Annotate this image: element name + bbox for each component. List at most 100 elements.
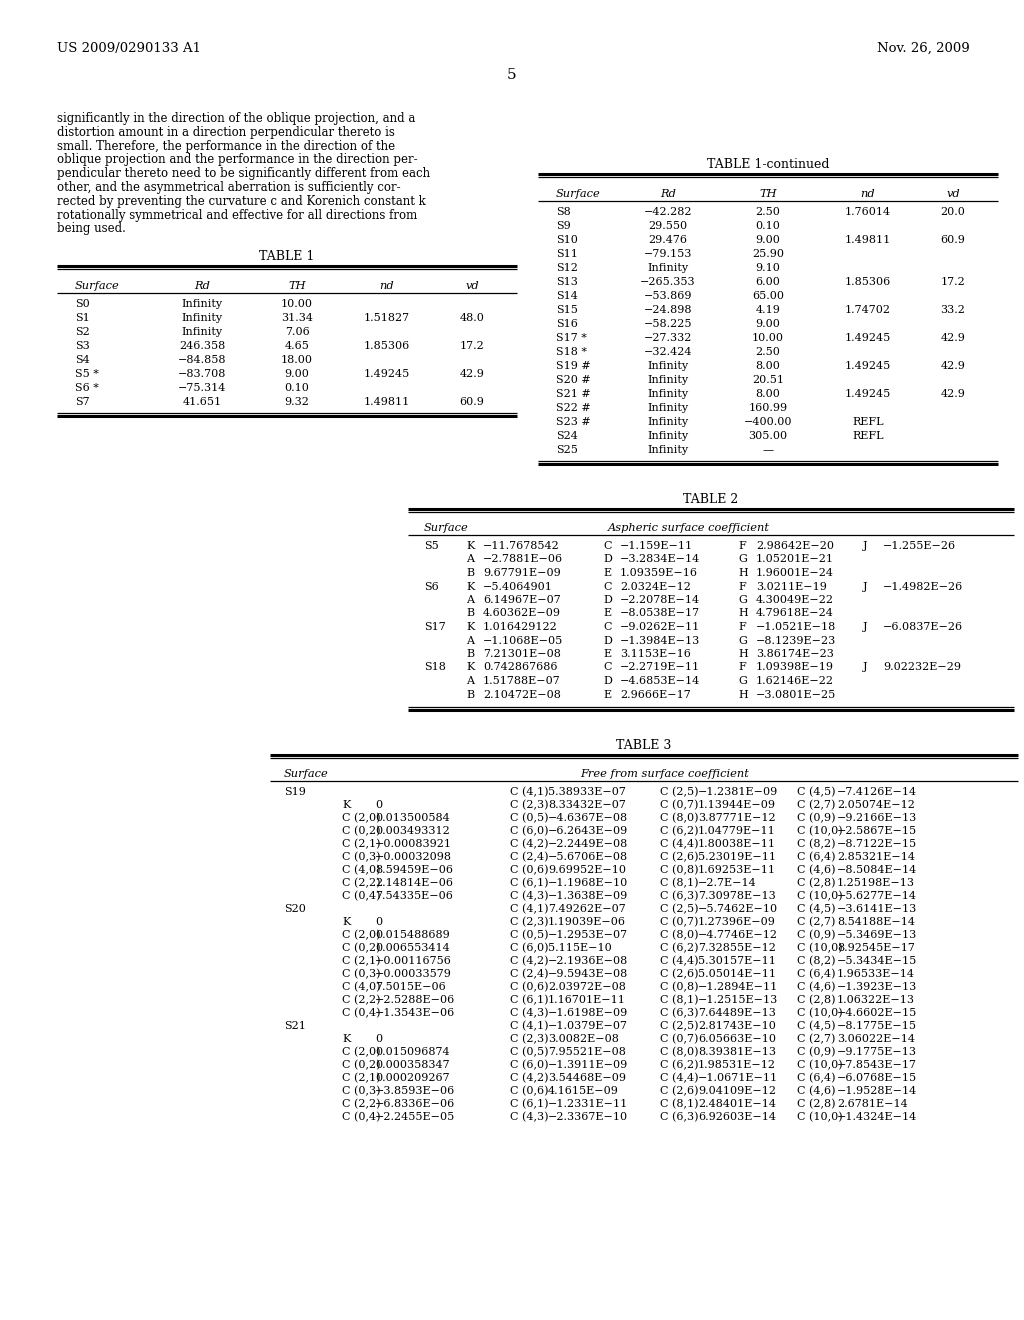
- Text: 1.98531E−12: 1.98531E−12: [698, 1060, 776, 1071]
- Text: Infinity: Infinity: [647, 417, 688, 426]
- Text: S4: S4: [75, 355, 90, 366]
- Text: 5.05014E−11: 5.05014E−11: [698, 969, 776, 979]
- Text: −1.9528E−14: −1.9528E−14: [837, 1086, 918, 1096]
- Text: −1.2953E−07: −1.2953E−07: [548, 931, 628, 940]
- Text: C (0,4): C (0,4): [342, 891, 381, 902]
- Text: −8.1239E−23: −8.1239E−23: [756, 635, 837, 645]
- Text: C (0,4): C (0,4): [342, 1111, 381, 1122]
- Text: G: G: [738, 635, 746, 645]
- Text: C (6,3): C (6,3): [660, 891, 698, 902]
- Text: 1.49245: 1.49245: [845, 333, 891, 343]
- Text: 31.34: 31.34: [281, 313, 313, 323]
- Text: H: H: [738, 649, 748, 659]
- Text: −9.5943E−08: −9.5943E−08: [548, 969, 629, 979]
- Text: 25.90: 25.90: [752, 249, 784, 259]
- Text: 3.0211E−19: 3.0211E−19: [756, 582, 826, 591]
- Text: C (4,6): C (4,6): [797, 982, 836, 993]
- Text: C (8,2): C (8,2): [797, 956, 836, 966]
- Text: 48.0: 48.0: [460, 313, 484, 323]
- Text: C (8,0): C (8,0): [660, 813, 698, 824]
- Text: C (6,2): C (6,2): [660, 942, 698, 953]
- Text: B: B: [466, 689, 474, 700]
- Text: Infinity: Infinity: [647, 432, 688, 441]
- Text: 60.9: 60.9: [460, 397, 484, 407]
- Text: −4.6367E−08: −4.6367E−08: [548, 813, 628, 822]
- Text: 8.92545E−17: 8.92545E−17: [837, 942, 914, 953]
- Text: 2.9666E−17: 2.9666E−17: [620, 689, 691, 700]
- Text: 2.0324E−12: 2.0324E−12: [620, 582, 691, 591]
- Text: C (10,0): C (10,0): [797, 1060, 843, 1071]
- Text: −5.6706E−08: −5.6706E−08: [548, 851, 628, 862]
- Text: C (0,9): C (0,9): [797, 1047, 836, 1057]
- Text: −1.1968E−10: −1.1968E−10: [548, 878, 629, 888]
- Text: −11.7678542: −11.7678542: [483, 541, 560, 550]
- Text: 1.49811: 1.49811: [364, 397, 411, 407]
- Text: C (0,2): C (0,2): [342, 826, 381, 837]
- Text: 7.21301E−08: 7.21301E−08: [483, 649, 561, 659]
- Text: C (6,1): C (6,1): [510, 1100, 549, 1109]
- Text: 2.50: 2.50: [756, 207, 780, 216]
- Text: 2.81743E−10: 2.81743E−10: [698, 1020, 776, 1031]
- Text: C (6,4): C (6,4): [797, 851, 836, 862]
- Text: −9.0262E−11: −9.0262E−11: [620, 622, 700, 632]
- Text: C (2,3): C (2,3): [510, 1034, 549, 1044]
- Text: 1.27396E−09: 1.27396E−09: [698, 917, 776, 927]
- Text: 2.98642E−20: 2.98642E−20: [756, 541, 834, 550]
- Text: F: F: [738, 663, 745, 672]
- Text: Aspheric surface coefficient: Aspheric surface coefficient: [608, 523, 770, 533]
- Text: pendicular thereto need to be significantly different from each: pendicular thereto need to be significan…: [57, 168, 430, 181]
- Text: 6.92603E−14: 6.92603E−14: [698, 1111, 776, 1122]
- Text: S7: S7: [75, 397, 90, 407]
- Text: 4.79618E−24: 4.79618E−24: [756, 609, 834, 619]
- Text: −84.858: −84.858: [178, 355, 226, 366]
- Text: 2.48401E−14: 2.48401E−14: [698, 1100, 776, 1109]
- Text: C (0,3): C (0,3): [342, 851, 381, 862]
- Text: −6.2643E−09: −6.2643E−09: [548, 826, 629, 836]
- Text: −2.7881E−06: −2.7881E−06: [483, 554, 563, 565]
- Text: C (2,2): C (2,2): [342, 878, 381, 888]
- Text: 1.85306: 1.85306: [364, 341, 411, 351]
- Text: TABLE 1-continued: TABLE 1-continued: [707, 158, 829, 172]
- Text: A: A: [466, 554, 474, 565]
- Text: B: B: [466, 649, 474, 659]
- Text: 10.00: 10.00: [281, 300, 313, 309]
- Text: 0.000358347: 0.000358347: [375, 1060, 450, 1071]
- Text: S9: S9: [556, 220, 570, 231]
- Text: −1.2515E−13: −1.2515E−13: [698, 995, 778, 1005]
- Text: K: K: [342, 1034, 350, 1044]
- Text: D: D: [603, 595, 612, 605]
- Text: −3.8593E−06: −3.8593E−06: [375, 1086, 456, 1096]
- Text: Nov. 26, 2009: Nov. 26, 2009: [878, 42, 970, 55]
- Text: J: J: [863, 582, 867, 591]
- Text: 1.13944E−09: 1.13944E−09: [698, 800, 776, 810]
- Text: 3.87771E−12: 3.87771E−12: [698, 813, 775, 822]
- Text: −1.4324E−14: −1.4324E−14: [837, 1111, 918, 1122]
- Text: C (4,5): C (4,5): [797, 787, 836, 797]
- Text: −1.2894E−11: −1.2894E−11: [698, 982, 778, 993]
- Text: C (2,8): C (2,8): [797, 995, 836, 1006]
- Text: F: F: [738, 622, 745, 632]
- Text: C (2,3): C (2,3): [510, 800, 549, 810]
- Text: −2.5867E−15: −2.5867E−15: [837, 826, 918, 836]
- Text: C (0,9): C (0,9): [797, 813, 836, 824]
- Text: S20 #: S20 #: [556, 375, 591, 385]
- Text: vd: vd: [946, 189, 959, 199]
- Text: —: —: [763, 445, 773, 455]
- Text: 1.69253E−11: 1.69253E−11: [698, 865, 776, 875]
- Text: S17: S17: [424, 622, 445, 632]
- Text: 29.476: 29.476: [648, 235, 687, 246]
- Text: 2.50: 2.50: [756, 347, 780, 356]
- Text: C (4,1): C (4,1): [510, 1020, 549, 1031]
- Text: S20: S20: [284, 904, 306, 913]
- Text: Infinity: Infinity: [181, 300, 222, 309]
- Text: S6 *: S6 *: [75, 383, 99, 393]
- Text: −5.6277E−14: −5.6277E−14: [837, 891, 918, 902]
- Text: −5.4064901: −5.4064901: [483, 582, 553, 591]
- Text: 29.550: 29.550: [648, 220, 687, 231]
- Text: S14: S14: [556, 290, 578, 301]
- Text: S11: S11: [556, 249, 578, 259]
- Text: 9.00: 9.00: [756, 319, 780, 329]
- Text: C (2,2): C (2,2): [342, 1100, 381, 1109]
- Text: S5: S5: [424, 541, 438, 550]
- Text: B: B: [466, 609, 474, 619]
